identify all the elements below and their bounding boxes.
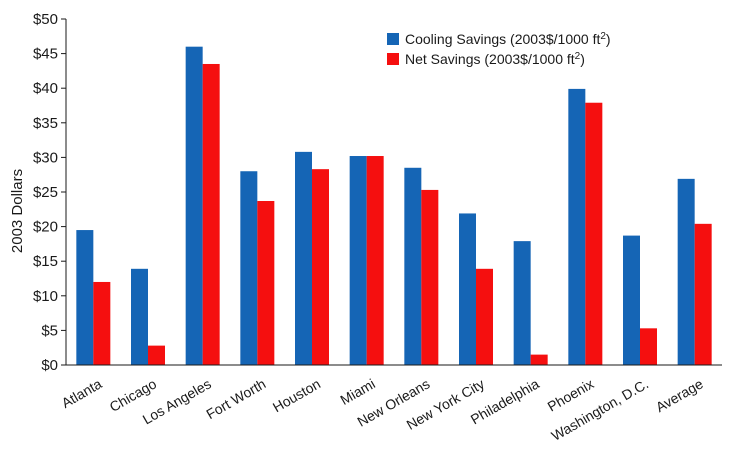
net-savings-bar-atlanta (93, 281, 111, 365)
y-tick-label: $15 (33, 253, 58, 270)
x-category-label: Miami (337, 375, 377, 408)
cooling-savings-bar-phoenix (568, 88, 586, 365)
y-tick-label: $45 (33, 46, 58, 63)
cooling-savings-bar-average (677, 178, 695, 365)
x-category-label: Fort Worth (203, 375, 268, 422)
x-category-label: Washington, D.C. (549, 375, 652, 443)
net-savings-bar-new-orleans (421, 189, 439, 365)
y-tick-label: $40 (33, 80, 58, 97)
x-category-label: Houston (270, 375, 323, 415)
net-savings-bar-phoenix (585, 102, 603, 366)
net-savings-bar-los-angeles (202, 63, 220, 365)
legend: Cooling Savings (2003$/1000 ft2) Net Sav… (387, 31, 611, 67)
net-savings-bar-fort-worth (257, 200, 275, 365)
x-category-label: Atlanta (59, 375, 105, 411)
net-savings-bar-washington-d-c (640, 328, 657, 365)
y-tick-label: $5 (41, 322, 58, 339)
net-savings-bar-philadelphia (530, 354, 548, 365)
net-savings-bar-new-york-city (476, 268, 493, 365)
cooling-savings-bar-atlanta (76, 230, 94, 365)
net-savings-bar-chicago (148, 345, 165, 365)
y-tick-label: $0 (41, 357, 58, 374)
legend-label-cooling: Cooling Savings (2003$/1000 ft2) (405, 31, 611, 47)
legend-swatch-net (387, 53, 399, 65)
y-tick-label: $10 (33, 288, 58, 305)
cooling-savings-bar-los-angeles (185, 46, 203, 366)
bars (76, 46, 712, 366)
y-axis-ticks: $0 $5 $10 $15 $20 $25 $30 $35 $40 $45 $50 (33, 11, 66, 374)
cooling-savings-bar-fort-worth (240, 171, 258, 365)
y-tick-label: $30 (33, 149, 58, 166)
cooling-savings-bar-houston (295, 151, 312, 365)
cooling-savings-bar-chicago (131, 268, 148, 365)
net-savings-bar-average (694, 223, 712, 365)
cooling-savings-bar-new-orleans (404, 167, 422, 365)
y-tick-label: $20 (33, 219, 58, 236)
y-axis-title: 2003 Dollars (9, 169, 26, 253)
cooling-savings-bar-philadelphia (513, 241, 531, 365)
y-tick-label: $35 (33, 115, 58, 132)
y-tick-label: $25 (33, 184, 58, 201)
legend-label-net: Net Savings (2003$/1000 ft2) (405, 51, 585, 67)
cooling-savings-bar-new-york-city (459, 213, 476, 365)
x-category-label: Average (653, 375, 706, 415)
net-savings-bar-miami (366, 156, 384, 365)
legend-swatch-cooling (387, 33, 399, 45)
net-savings-bar-houston (312, 169, 329, 365)
cooling-savings-bar-miami (349, 156, 367, 365)
cooling-savings-bar-washington-d-c (623, 235, 640, 365)
y-tick-label: $50 (33, 11, 58, 28)
